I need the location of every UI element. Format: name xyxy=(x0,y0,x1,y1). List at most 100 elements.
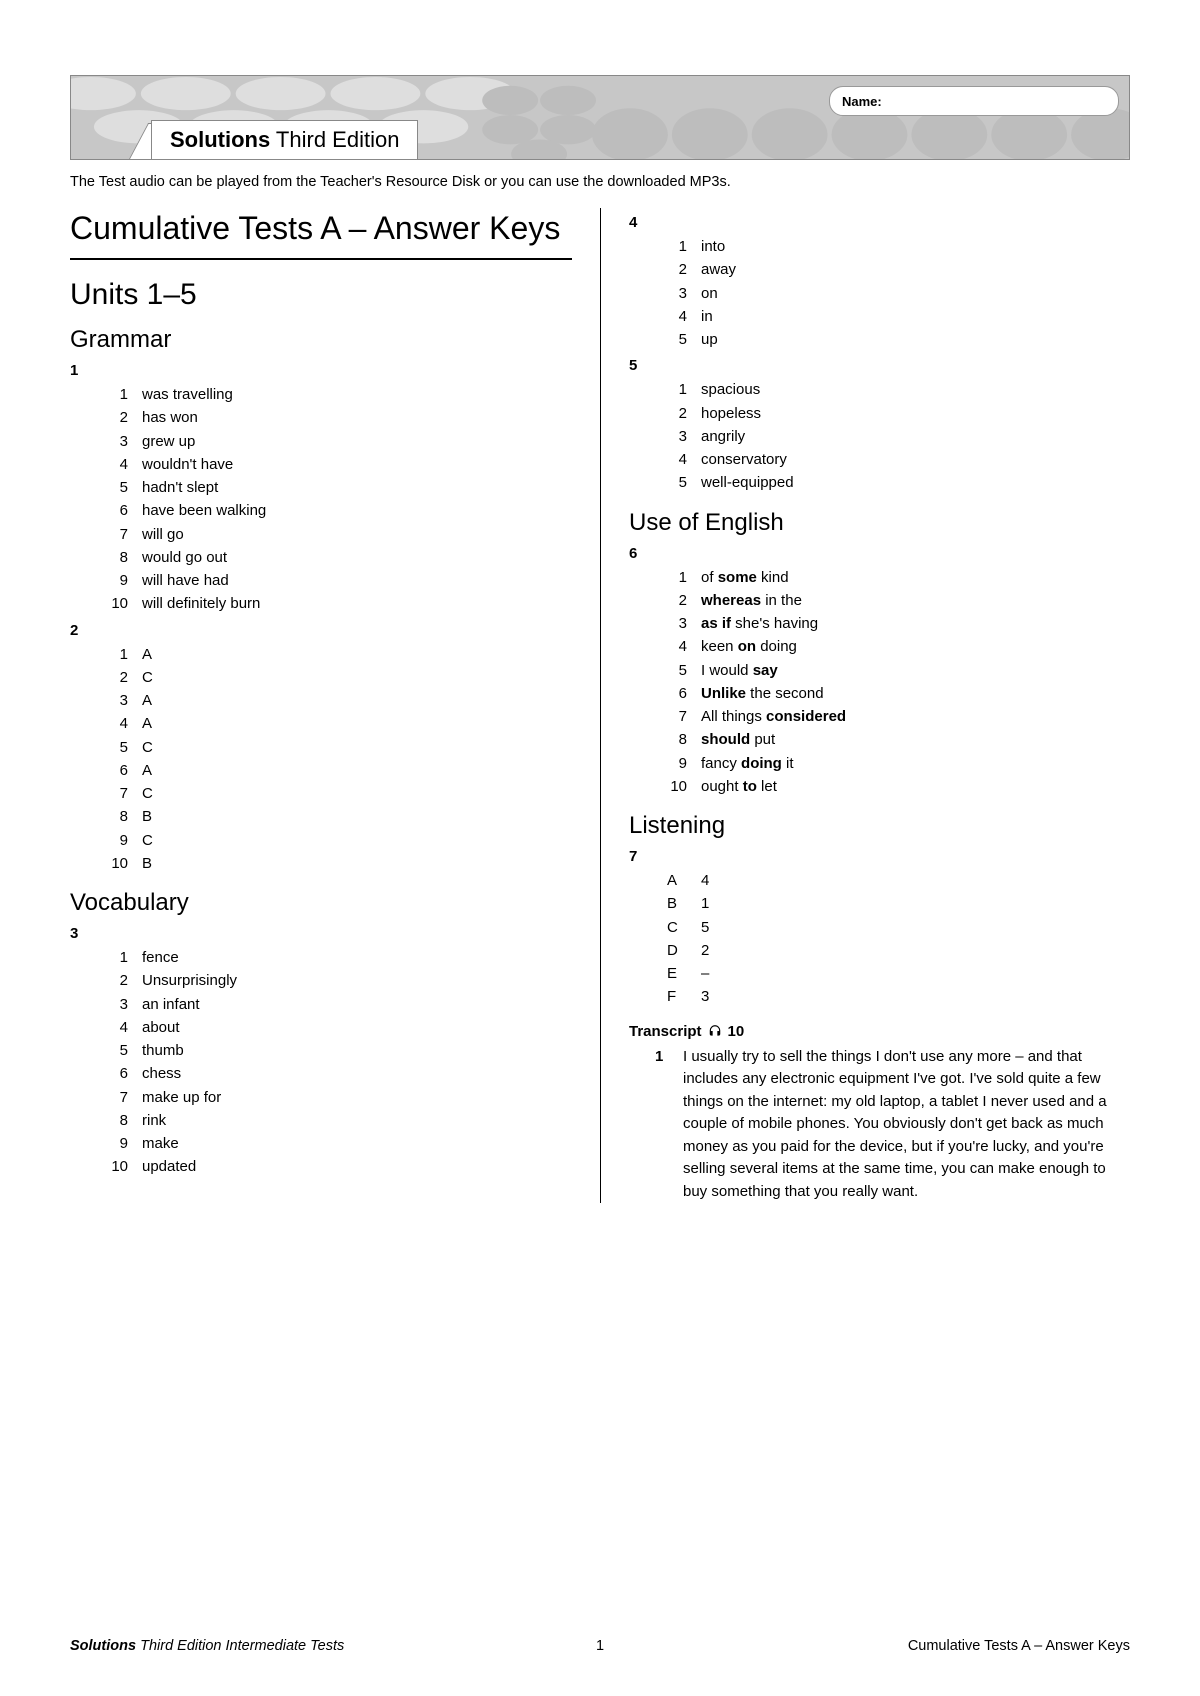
answer-number: 5 xyxy=(667,328,687,351)
answer-text: C xyxy=(142,666,153,689)
answer-item: 4A xyxy=(108,712,572,735)
answer-item: 5thumb xyxy=(108,1039,572,1062)
answer-number: 4 xyxy=(108,712,128,735)
answer-text: B xyxy=(142,805,152,828)
answer-text: make xyxy=(142,1132,179,1155)
answer-text: well-equipped xyxy=(701,471,794,494)
answer-number: 3 xyxy=(108,993,128,1016)
answer-item: A4 xyxy=(667,869,1130,892)
answer-number: 2 xyxy=(667,589,687,612)
q6-answers: 1of some kind2whereas in the3as if she's… xyxy=(629,566,1130,799)
answer-text: C xyxy=(142,736,153,759)
answer-item: C5 xyxy=(667,916,1130,939)
transcript-item: 1I usually try to sell the things I don'… xyxy=(629,1046,1130,1204)
answer-text: updated xyxy=(142,1155,196,1178)
answer-item: 9make xyxy=(108,1132,572,1155)
audio-note: The Test audio can be played from the Te… xyxy=(70,174,1130,190)
answer-number: 10 xyxy=(108,852,128,875)
answer-number: B xyxy=(667,892,687,915)
name-label: Name: xyxy=(842,94,882,109)
section-listening: Listening xyxy=(629,812,1130,840)
answer-number: 8 xyxy=(108,1109,128,1132)
q7-answers: A4B1C5D2E–F3 xyxy=(629,869,1130,1009)
answer-number: 3 xyxy=(108,689,128,712)
answer-item: 7All things considered xyxy=(667,705,1130,728)
answer-number: 10 xyxy=(108,1155,128,1178)
answer-text: ought to let xyxy=(701,775,777,798)
answer-text: C xyxy=(142,782,153,805)
answer-text: will have had xyxy=(142,569,229,592)
answer-item: 2away xyxy=(667,258,1130,281)
answer-text: A xyxy=(142,689,152,712)
answer-item: 5 I would say xyxy=(667,659,1130,682)
answer-text: on xyxy=(701,282,718,305)
answer-text: A xyxy=(142,712,152,735)
answer-item: 4 in xyxy=(667,305,1130,328)
headphones-icon xyxy=(708,1024,722,1038)
answer-item: 3angrily xyxy=(667,425,1130,448)
answer-text: 1 xyxy=(701,892,709,915)
answer-text: I would say xyxy=(701,659,778,682)
answer-text: make up for xyxy=(142,1086,221,1109)
answer-text: up xyxy=(701,328,718,351)
answer-number: 6 xyxy=(108,1062,128,1085)
transcript-item-number: 1 xyxy=(655,1046,669,1204)
answer-text: whereas in the xyxy=(701,589,802,612)
answer-item: 10B xyxy=(108,852,572,875)
q4-answers: 1into2away3on4in5up xyxy=(629,235,1130,351)
title-bold: Solutions xyxy=(170,127,270,152)
answer-number: 6 xyxy=(108,759,128,782)
answer-text: hadn't slept xyxy=(142,476,218,499)
answer-item: 1A xyxy=(108,643,572,666)
answer-number: 7 xyxy=(108,1086,128,1109)
answer-number: F xyxy=(667,985,687,1008)
answer-text: rink xyxy=(142,1109,166,1132)
answer-number: 4 xyxy=(667,305,687,328)
answer-text: – xyxy=(701,962,709,985)
q2-label: 2 xyxy=(70,622,572,639)
transcript-track: 10 xyxy=(728,1023,745,1040)
answer-item: 4about xyxy=(108,1016,572,1039)
answer-number: 3 xyxy=(667,425,687,448)
answer-text: into xyxy=(701,235,725,258)
units-heading: Units 1–5 xyxy=(70,278,572,312)
page-footer: Solutions Third Edition Intermediate Tes… xyxy=(70,1638,1130,1654)
answer-number: 9 xyxy=(108,829,128,852)
answer-item: 1spacious xyxy=(667,378,1130,401)
answer-text: was travelling xyxy=(142,383,233,406)
answer-text: should put xyxy=(701,728,775,751)
answer-number: 4 xyxy=(108,1016,128,1039)
answer-text: 5 xyxy=(701,916,709,939)
answer-item: F3 xyxy=(667,985,1130,1008)
answer-number: 8 xyxy=(108,546,128,569)
answer-number: 10 xyxy=(667,775,687,798)
answer-number: 3 xyxy=(667,282,687,305)
q1-answers: 1was travelling2has won3grew up4wouldn't… xyxy=(70,383,572,616)
answer-item: 1was travelling xyxy=(108,383,572,406)
footer-right: Cumulative Tests A – Answer Keys xyxy=(908,1638,1130,1654)
book-title: Solutions Third Edition xyxy=(151,120,418,159)
q7-label: 7 xyxy=(629,848,1130,865)
answer-item: 2hopeless xyxy=(667,402,1130,425)
q2-answers: 1A2C3A4A5C6A7C8B9C10B xyxy=(70,643,572,876)
answer-text: would go out xyxy=(142,546,227,569)
footer-page-number: 1 xyxy=(596,1638,604,1654)
q6-label: 6 xyxy=(629,545,1130,562)
answer-number: 2 xyxy=(667,402,687,425)
q3-label: 3 xyxy=(70,925,572,942)
footer-left-bold: Solutions xyxy=(70,1638,136,1654)
answer-text: chess xyxy=(142,1062,181,1085)
answer-number: 3 xyxy=(667,612,687,635)
answer-item: E– xyxy=(667,962,1130,985)
answer-text: wouldn't have xyxy=(142,453,233,476)
answer-number: 5 xyxy=(667,659,687,682)
answer-text: spacious xyxy=(701,378,760,401)
answer-item: B1 xyxy=(667,892,1130,915)
page-title: Cumulative Tests A – Answer Keys xyxy=(70,208,572,248)
name-field[interactable]: Name: xyxy=(829,86,1119,116)
answer-text: thumb xyxy=(142,1039,184,1062)
answer-text: conservatory xyxy=(701,448,787,471)
answer-text: in xyxy=(701,305,713,328)
section-vocabulary: Vocabulary xyxy=(70,889,572,917)
footer-left: Solutions Third Edition Intermediate Tes… xyxy=(70,1638,344,1654)
